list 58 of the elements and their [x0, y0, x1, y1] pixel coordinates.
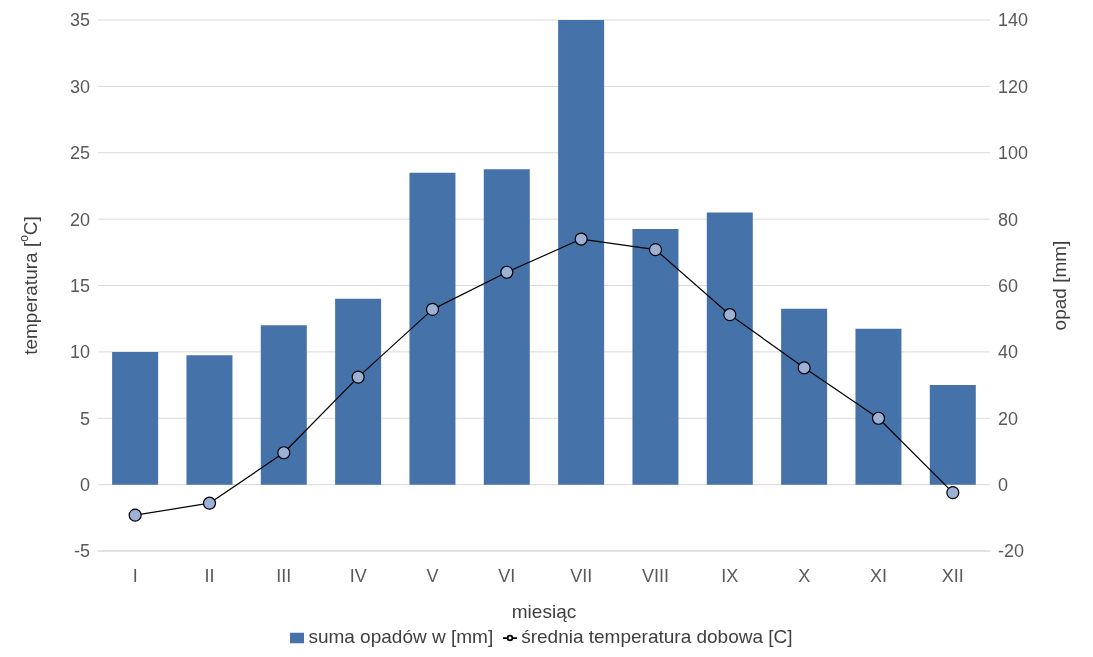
point	[871, 411, 886, 425]
point	[500, 265, 514, 279]
bar	[929, 385, 976, 485]
bar	[855, 328, 902, 485]
point	[574, 232, 588, 246]
point	[351, 370, 365, 384]
x-tick-label: VIII	[641, 565, 670, 586]
x-tick-label: I	[132, 565, 138, 586]
y-tick-label: 30	[69, 76, 90, 97]
point	[946, 485, 960, 500]
y-tick-label: 20	[69, 209, 90, 230]
y2-tick-label: 20	[998, 408, 1019, 429]
point	[425, 302, 440, 316]
bar	[186, 355, 233, 485]
y2-tick-label: 120	[998, 76, 1029, 97]
y2-tick-label: 140	[998, 10, 1029, 31]
y2-tick-label: 100	[998, 143, 1029, 164]
x-tick-label: V	[426, 565, 439, 586]
y2-axis-title: opad [mm]	[1049, 240, 1071, 331]
point	[277, 446, 291, 460]
x-tick-label: IX	[721, 565, 739, 586]
x-axis-title: miesiąc	[511, 601, 577, 622]
x-tick-label: XII	[941, 565, 964, 586]
bar	[558, 20, 605, 485]
bar	[112, 351, 159, 485]
y-tick-label: 5	[79, 408, 90, 429]
y-tick-label: 10	[69, 342, 90, 363]
point	[648, 243, 663, 257]
y2-tick-label: -20	[998, 541, 1025, 562]
y-tick-label: 15	[69, 275, 90, 296]
bar	[335, 298, 382, 485]
y-tick-label: 0	[79, 475, 90, 496]
bar	[409, 172, 456, 485]
bar	[483, 169, 530, 485]
x-tick-label: III	[276, 565, 292, 586]
bar	[706, 212, 753, 485]
y2-tick-label: 40	[998, 342, 1019, 363]
bar	[632, 229, 679, 485]
point	[723, 308, 737, 322]
y-tick-label: 25	[69, 143, 90, 164]
y2-tick-label: 0	[998, 475, 1009, 496]
point	[797, 361, 811, 375]
y-tick-label: -5	[73, 541, 90, 562]
bar	[260, 325, 307, 485]
x-tick-label: VII	[570, 565, 593, 586]
legend-label: suma opadów w [mm]	[308, 626, 494, 647]
x-tick-label: II	[204, 565, 215, 586]
x-tick-label: X	[798, 565, 811, 586]
y-tick-label: 35	[69, 10, 90, 31]
point	[202, 496, 217, 510]
point	[128, 508, 142, 522]
legend-label: średnia temperatura dobowa [C]	[521, 626, 793, 647]
x-tick-label: XI	[869, 565, 888, 586]
bar	[781, 308, 828, 485]
y2-tick-label: 60	[998, 275, 1019, 296]
y2-tick-label: 80	[998, 209, 1019, 230]
x-tick-label: IV	[349, 565, 367, 586]
x-tick-label: VI	[498, 565, 516, 586]
